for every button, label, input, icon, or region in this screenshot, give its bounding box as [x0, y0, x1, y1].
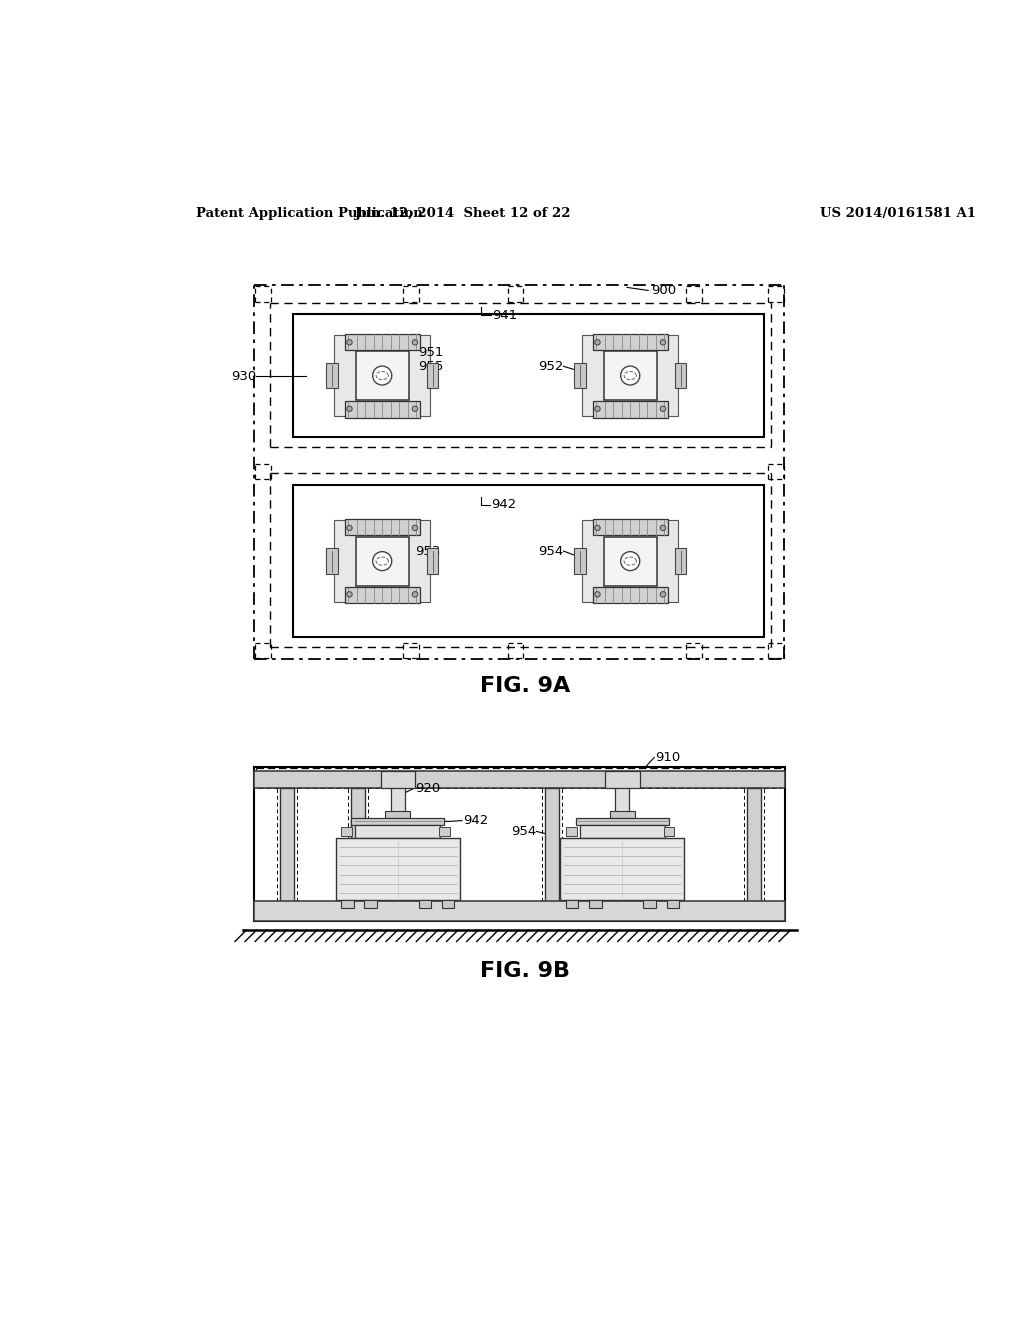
Text: 920: 920 [415, 781, 440, 795]
Text: 942: 942 [490, 499, 516, 511]
Circle shape [413, 525, 418, 531]
Circle shape [595, 591, 600, 597]
Text: 910: 910 [655, 751, 680, 764]
Circle shape [373, 552, 392, 570]
Circle shape [660, 339, 666, 345]
Polygon shape [593, 401, 668, 417]
Polygon shape [341, 900, 353, 908]
Circle shape [347, 407, 352, 412]
Circle shape [413, 339, 418, 345]
Polygon shape [355, 825, 440, 838]
Text: 954: 954 [511, 825, 537, 838]
Circle shape [621, 552, 640, 570]
Text: FIG. 9B: FIG. 9B [480, 961, 569, 981]
Polygon shape [254, 767, 785, 921]
Circle shape [660, 591, 666, 597]
Text: 942: 942 [463, 814, 488, 828]
Polygon shape [667, 900, 679, 908]
Polygon shape [385, 812, 410, 817]
Polygon shape [293, 484, 764, 638]
Polygon shape [419, 900, 431, 908]
Polygon shape [345, 519, 420, 536]
Polygon shape [335, 335, 430, 416]
Polygon shape [427, 548, 438, 574]
Polygon shape [254, 771, 785, 788]
Circle shape [595, 339, 600, 345]
Circle shape [621, 366, 640, 385]
Polygon shape [615, 780, 630, 814]
Polygon shape [583, 520, 678, 602]
Polygon shape [345, 334, 420, 350]
Polygon shape [605, 771, 640, 788]
Polygon shape [327, 363, 338, 388]
Polygon shape [589, 900, 601, 908]
Text: Patent Application Publication: Patent Application Publication [197, 207, 423, 220]
Circle shape [660, 525, 666, 531]
Text: Jun. 12, 2014  Sheet 12 of 22: Jun. 12, 2014 Sheet 12 of 22 [355, 207, 570, 220]
Polygon shape [335, 520, 430, 602]
Polygon shape [603, 351, 656, 400]
Text: 951: 951 [418, 346, 443, 359]
Polygon shape [355, 537, 409, 586]
Text: 955: 955 [418, 360, 443, 372]
Text: 952: 952 [539, 360, 563, 372]
Polygon shape [351, 788, 366, 915]
Polygon shape [355, 351, 409, 400]
Polygon shape [583, 335, 678, 416]
Polygon shape [593, 587, 668, 603]
Text: 954: 954 [539, 545, 563, 557]
Polygon shape [293, 314, 764, 437]
Polygon shape [438, 826, 450, 836]
Polygon shape [341, 826, 352, 836]
Polygon shape [345, 401, 420, 417]
Polygon shape [675, 363, 686, 388]
Polygon shape [575, 817, 669, 825]
Circle shape [595, 407, 600, 412]
Polygon shape [327, 548, 338, 574]
Polygon shape [574, 548, 586, 574]
Text: 953: 953 [415, 545, 440, 557]
Polygon shape [545, 788, 559, 915]
Polygon shape [574, 363, 586, 388]
Polygon shape [280, 788, 294, 915]
Circle shape [347, 339, 352, 345]
Polygon shape [566, 900, 579, 908]
Polygon shape [391, 780, 404, 814]
Polygon shape [748, 788, 761, 915]
Polygon shape [566, 826, 577, 836]
Text: 941: 941 [493, 309, 517, 322]
Polygon shape [664, 826, 675, 836]
Polygon shape [427, 363, 438, 388]
Circle shape [373, 366, 392, 385]
Polygon shape [365, 900, 377, 908]
Polygon shape [336, 838, 460, 900]
Circle shape [413, 407, 418, 412]
Text: 953: 953 [403, 825, 428, 838]
Polygon shape [580, 825, 665, 838]
Polygon shape [351, 817, 444, 825]
Polygon shape [442, 900, 455, 908]
Text: FIG. 9A: FIG. 9A [479, 676, 570, 696]
Text: 930: 930 [230, 370, 256, 383]
Circle shape [347, 591, 352, 597]
Text: US 2014/0161581 A1: US 2014/0161581 A1 [820, 207, 976, 220]
Polygon shape [593, 519, 668, 536]
Polygon shape [675, 548, 686, 574]
Circle shape [595, 525, 600, 531]
Circle shape [413, 591, 418, 597]
Polygon shape [560, 838, 684, 900]
Text: 900: 900 [651, 284, 676, 297]
Polygon shape [643, 900, 655, 908]
Polygon shape [603, 537, 656, 586]
Circle shape [347, 525, 352, 531]
Polygon shape [610, 812, 635, 817]
Polygon shape [254, 902, 785, 921]
Polygon shape [593, 334, 668, 350]
Circle shape [660, 407, 666, 412]
Polygon shape [381, 771, 415, 788]
Polygon shape [345, 587, 420, 603]
